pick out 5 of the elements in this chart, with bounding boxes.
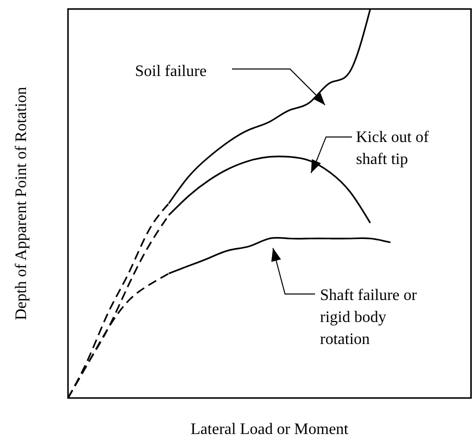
annotation: Shaft failure or rigid body rotation xyxy=(320,287,418,348)
x-axis-title: Lateral Load or Moment xyxy=(190,421,349,438)
annotation: Soil failure xyxy=(135,63,207,80)
annotation: Kick out of shaft tip xyxy=(356,129,430,168)
y-axis-title: Depth of Apparent Point of Rotation xyxy=(13,86,30,320)
